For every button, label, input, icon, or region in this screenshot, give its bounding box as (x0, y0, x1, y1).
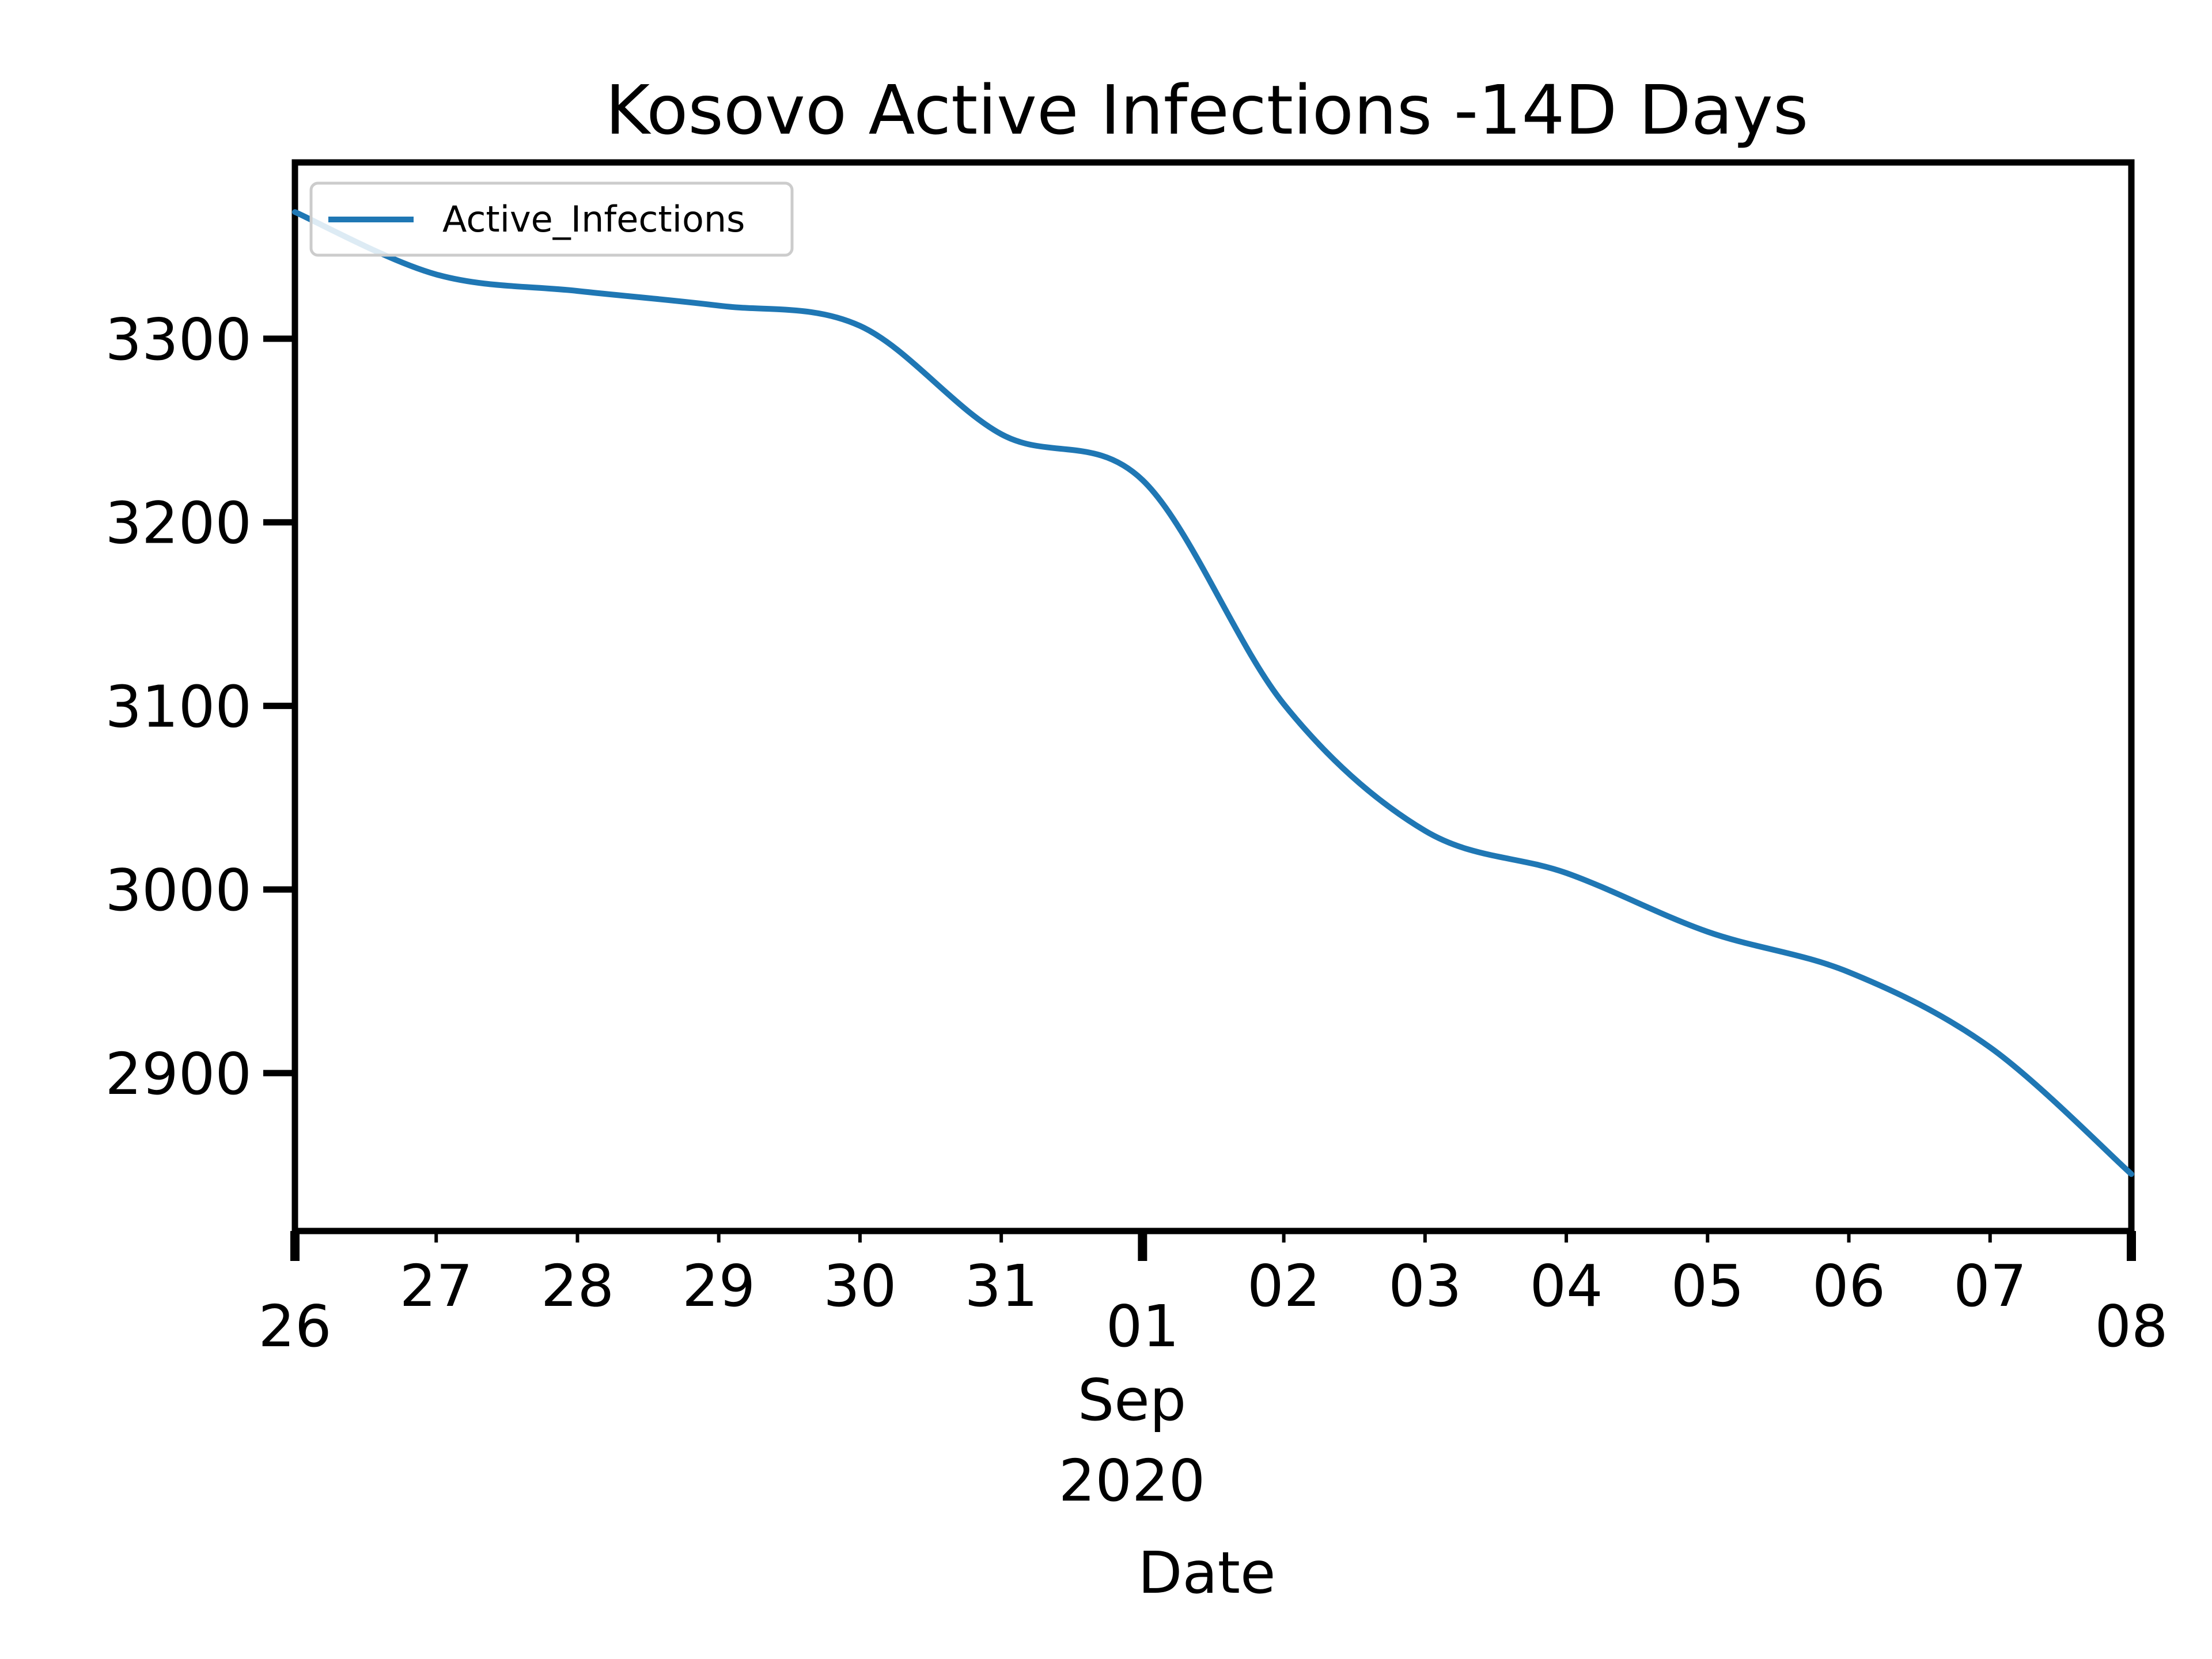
x-tick-label: 07 (1953, 1252, 2027, 1320)
data-point (998, 431, 1004, 437)
x-tick-label: 28 (541, 1252, 614, 1320)
data-point (1422, 828, 1428, 834)
plot-frame (291, 159, 2135, 1234)
x-year-label: 2020 (1059, 1447, 1206, 1514)
x-tick-label: 08 (2094, 1293, 2168, 1360)
data-point (716, 303, 722, 309)
x-tick-label: 29 (682, 1252, 755, 1320)
data-point (857, 323, 863, 329)
y-tick-label: 3300 (105, 306, 252, 373)
x-tick-label: 05 (1671, 1252, 1744, 1320)
data-point (1281, 701, 1287, 707)
x-axis: 26 27 28 29 30 31 01 02 03 04 05 06 07 08 (258, 1231, 2168, 1360)
x-tick-label: 27 (400, 1252, 473, 1320)
series-points (292, 209, 2134, 1177)
data-point (1846, 969, 1852, 975)
data-point (1705, 929, 1710, 934)
legend: Active_Infections (309, 181, 794, 257)
legend-box (309, 181, 794, 257)
x-tick-label: 04 (1529, 1252, 1603, 1320)
x-month-label: Sep (1078, 1366, 1186, 1434)
data-point (292, 209, 298, 215)
x-tick-label: 02 (1247, 1252, 1320, 1320)
y-tick-label: 3100 (105, 673, 252, 740)
x-tick-label: 26 (258, 1293, 331, 1360)
x-axis-label: Date (1138, 1539, 1275, 1607)
y-tick-label: 2900 (105, 1040, 252, 1108)
y-tick-label: 3200 (105, 490, 252, 557)
data-point (1139, 477, 1145, 483)
data-point (1563, 870, 1569, 876)
data-point (574, 288, 580, 294)
y-tick-label: 3000 (105, 857, 252, 924)
data-point (1987, 1044, 1993, 1050)
legend-label: Active_Infections (442, 198, 745, 240)
series-line-active-infections (292, 209, 2134, 1177)
x-tick-label: 03 (1388, 1252, 1461, 1320)
chart-title: Kosovo Active Infections -14D Days (605, 70, 1809, 150)
data-point (433, 271, 439, 277)
x-tick-label: 06 (1812, 1252, 1885, 1320)
x-tick-label: 30 (823, 1252, 896, 1320)
x-tick-label: 31 (965, 1252, 1038, 1320)
x-tick-label: 01 (1106, 1293, 1179, 1360)
y-axis: 2900 3000 3100 3200 3300 (105, 306, 295, 1108)
data-point (2128, 1171, 2134, 1177)
